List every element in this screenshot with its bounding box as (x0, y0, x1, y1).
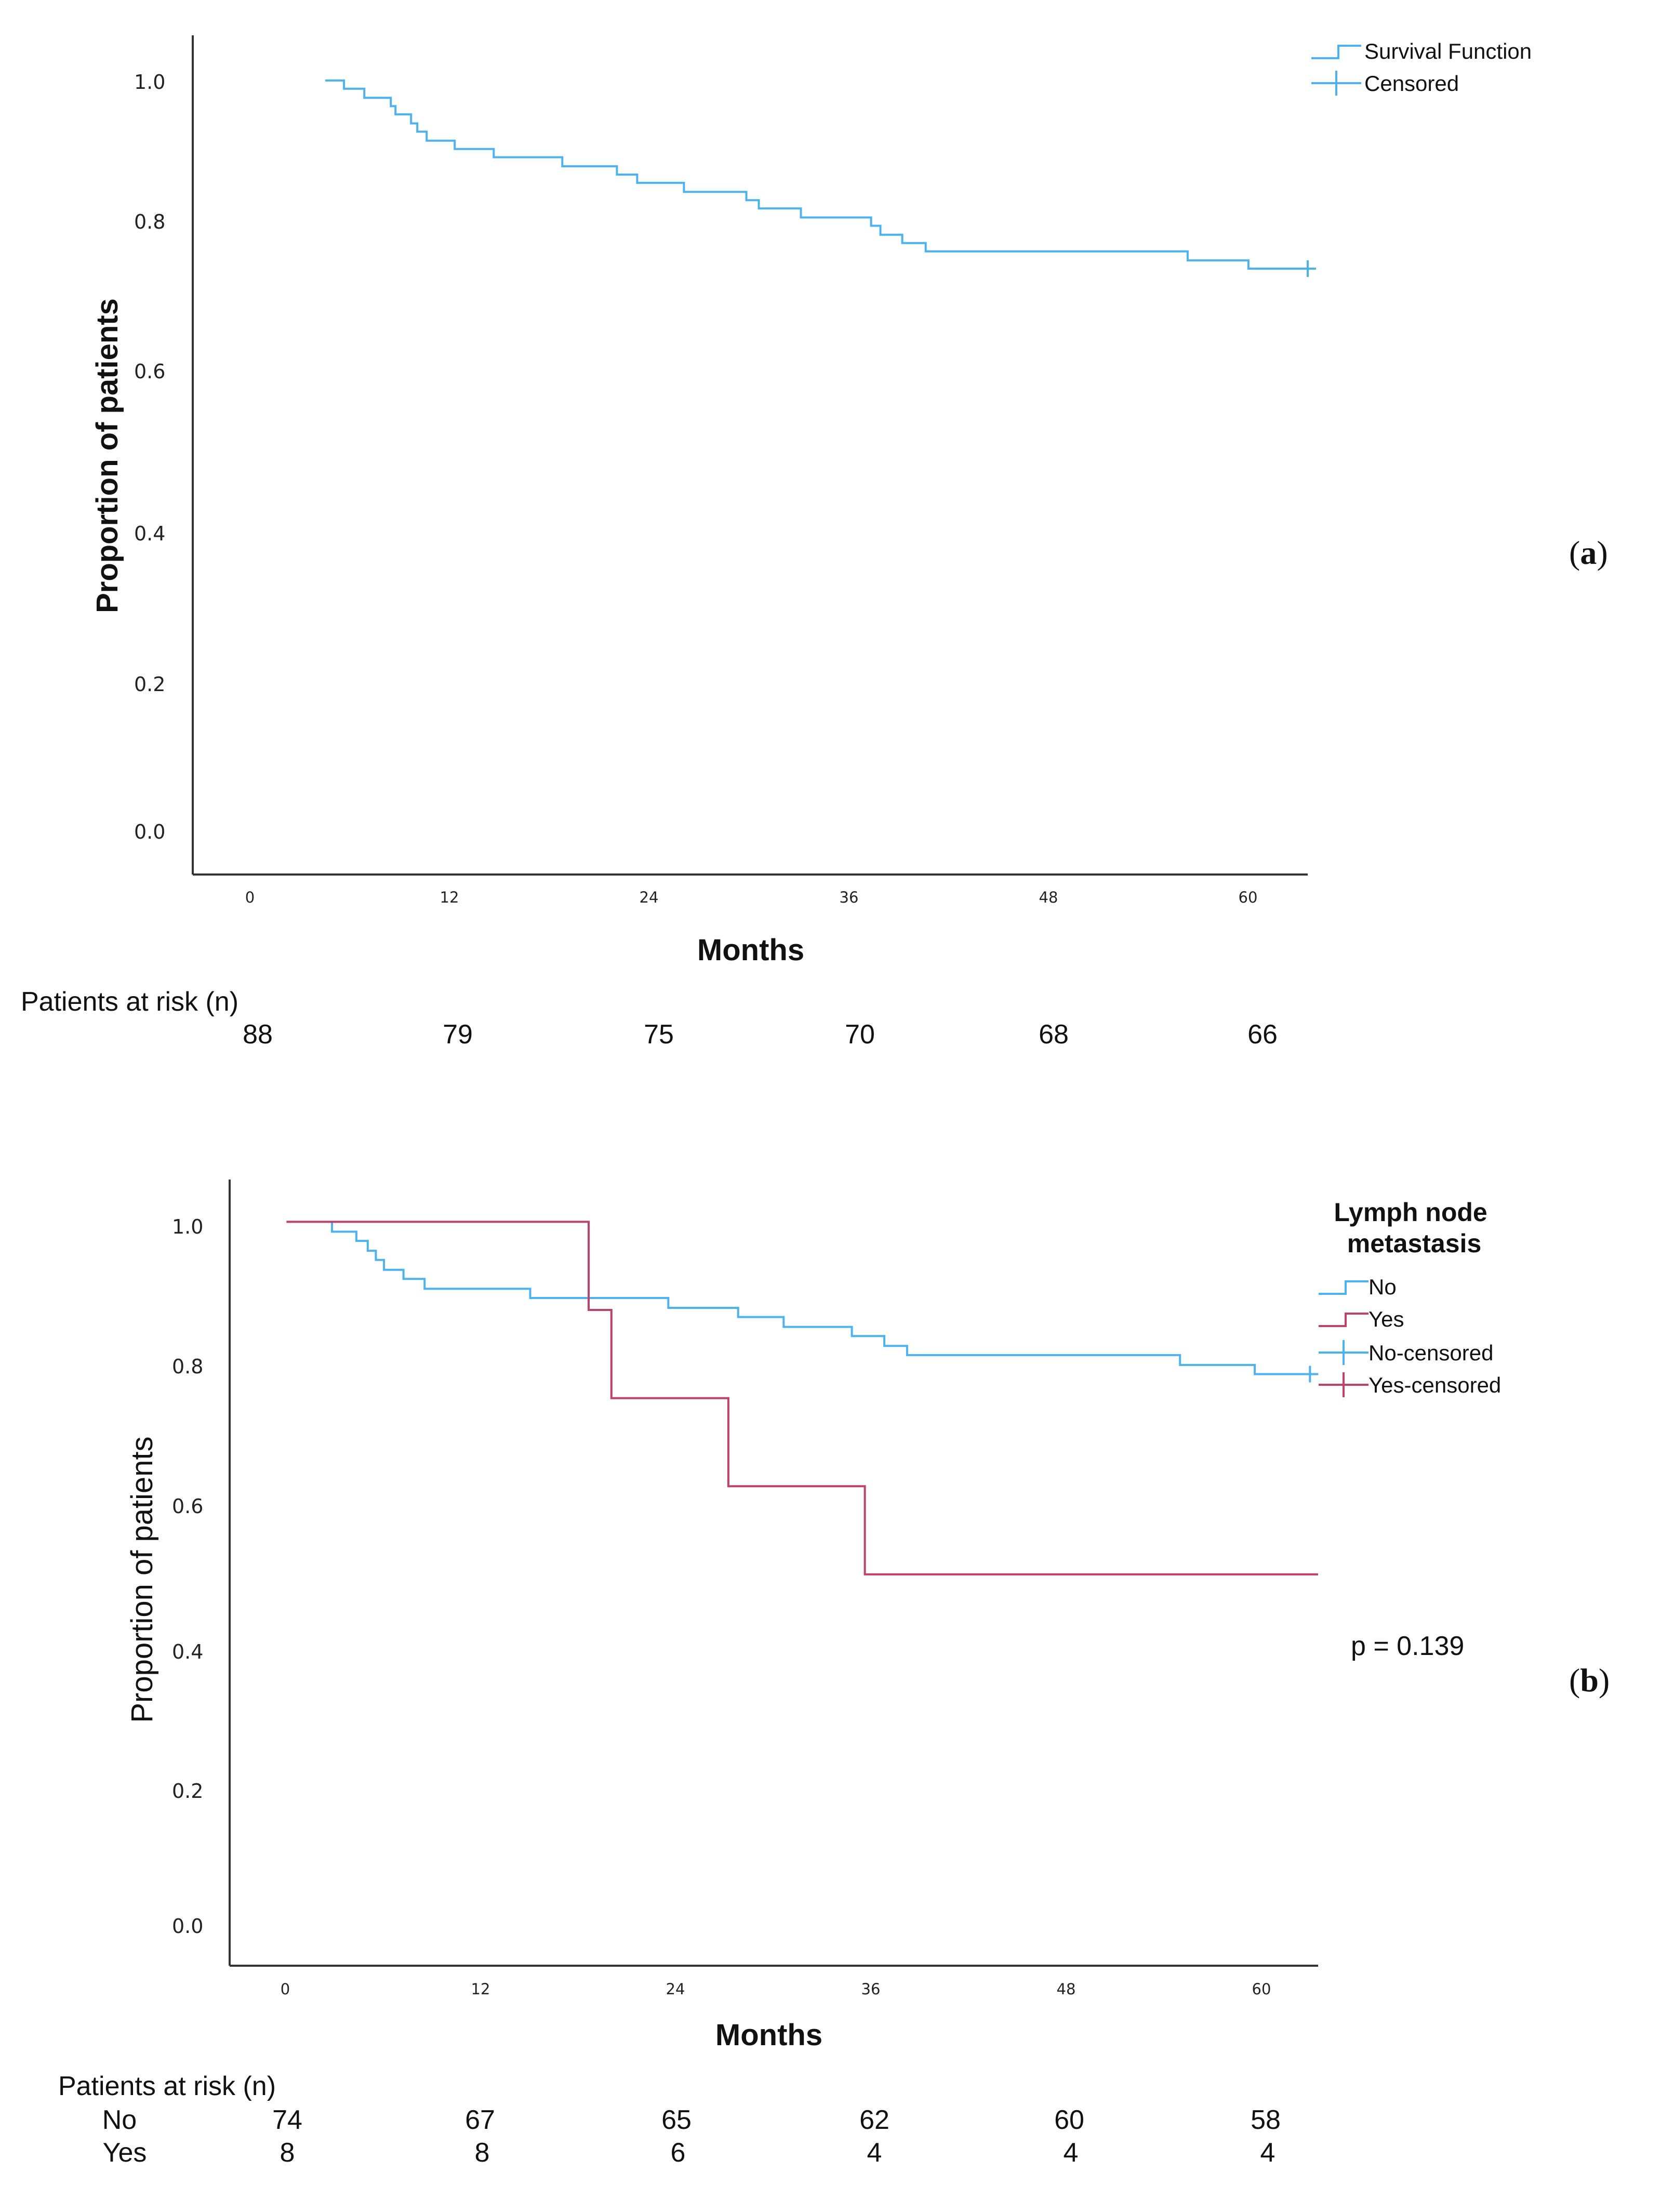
at-risk-value: 70 (845, 1019, 875, 1050)
at-risk-title: Patients at risk (n) (58, 2071, 276, 2101)
x-tick-label: 12 (440, 889, 459, 906)
panel-letter: a (1580, 534, 1597, 571)
at-risk-value: 4 (1260, 2138, 1276, 2168)
x-tick-label: 24 (666, 1980, 685, 1998)
x-tick-label: 60 (1252, 1980, 1271, 1998)
y-tick-label: 0.2 (134, 673, 165, 696)
x-tick-label: 36 (840, 889, 859, 906)
y-tick-label: 0.8 (172, 1355, 203, 1378)
legend-label: Yes-censored (1369, 1373, 1501, 1397)
at-risk-value: 68 (1039, 1019, 1069, 1050)
plot-area (325, 79, 1316, 277)
y-tick-label: 1.0 (134, 71, 165, 94)
at-risk-row-label: No (102, 2105, 137, 2135)
at-risk-row-label: Yes (103, 2138, 147, 2168)
x-tick-label: 12 (471, 1980, 490, 1998)
x-tick-label: 48 (1057, 1980, 1076, 1998)
at-risk-value: 75 (644, 1019, 674, 1050)
legend-label: Yes (1369, 1307, 1404, 1331)
x-axis-title: Months (697, 933, 804, 967)
legend-title-line: Lymph node (1334, 1198, 1487, 1227)
survival-curve-survival-function (325, 79, 1308, 270)
y-axis-title: Proportion of patients (125, 1436, 159, 1723)
legend-label: Survival Function (1364, 39, 1532, 63)
censored-marker (1299, 260, 1316, 277)
survival-curve-yes (286, 1221, 1318, 1575)
at-risk-value: 58 (1251, 2105, 1281, 2135)
y-tick-label: 0.0 (172, 1915, 203, 1938)
x-tick-label: 24 (640, 889, 659, 906)
at-risk-value: 74 (272, 2105, 302, 2135)
panel-a: 1.0 0.8 0.6 0.4 0.2 0.0 0 12 24 36 48 60… (21, 35, 1608, 1050)
x-axis-title: Months (715, 2018, 822, 2052)
plot-area (286, 1221, 1319, 1575)
legend-title-line: metastasis (1347, 1229, 1482, 1258)
y-tick-label: 0.0 (134, 820, 165, 843)
censored-marker (1301, 1366, 1319, 1383)
legend-label: Censored (1364, 71, 1459, 96)
x-tick-label: 60 (1239, 889, 1258, 906)
legend: Lymph node metastasis No Yes No-censored… (1319, 1198, 1501, 1397)
at-risk-value: 8 (280, 2138, 295, 2168)
at-risk-value: 8 (475, 2138, 490, 2168)
y-tick-label: 0.6 (134, 360, 165, 383)
y-tick-label: 0.8 (134, 210, 165, 233)
x-tick-label: 0 (245, 889, 255, 906)
panel-label: (a) (1569, 534, 1608, 571)
legend-yes-swatch (1319, 1313, 1369, 1327)
at-risk-value: 4 (1064, 2138, 1079, 2168)
at-risk-value: 6 (671, 2138, 686, 2168)
p-value-annotation: p = 0.139 (1351, 1631, 1464, 1661)
legend-label: No (1369, 1275, 1397, 1299)
legend-no-swatch (1319, 1280, 1369, 1295)
x-tick-label: 48 (1039, 889, 1058, 906)
at-risk-value: 88 (243, 1019, 273, 1050)
at-risk-value: 66 (1247, 1019, 1278, 1050)
at-risk-value: 67 (465, 2105, 495, 2135)
legend: Survival Function Censored (1311, 39, 1532, 96)
y-axis-title: Proportion of patients (90, 298, 124, 613)
panel-letter: b (1580, 1662, 1599, 1699)
x-tick-label: 0 (281, 1980, 290, 1998)
at-risk-value: 4 (867, 2138, 882, 2168)
y-tick-label: 0.6 (172, 1495, 203, 1518)
legend-survival-swatch (1311, 45, 1361, 59)
legend-label: No-censored (1369, 1341, 1493, 1365)
y-tick-label: 0.2 (172, 1780, 203, 1803)
at-risk-value: 60 (1054, 2105, 1084, 2135)
at-risk-value: 79 (443, 1019, 473, 1050)
y-tick-label: 0.4 (134, 522, 165, 545)
y-tick-label: 1.0 (172, 1215, 203, 1238)
panel-label: (b) (1569, 1662, 1610, 1699)
y-tick-label: 0.4 (172, 1640, 203, 1663)
panel-b: 1.0 0.8 0.6 0.4 0.2 0.0 0 12 24 36 48 60… (58, 1180, 1610, 2168)
at-risk-value: 65 (661, 2105, 692, 2135)
at-risk-value: 62 (859, 2105, 889, 2135)
x-tick-label: 36 (861, 1980, 881, 1998)
survival-curve-no (286, 1221, 1310, 1375)
legend-title: Lymph node metastasis (1334, 1198, 1494, 1258)
at-risk-title: Patients at risk (n) (21, 987, 238, 1017)
